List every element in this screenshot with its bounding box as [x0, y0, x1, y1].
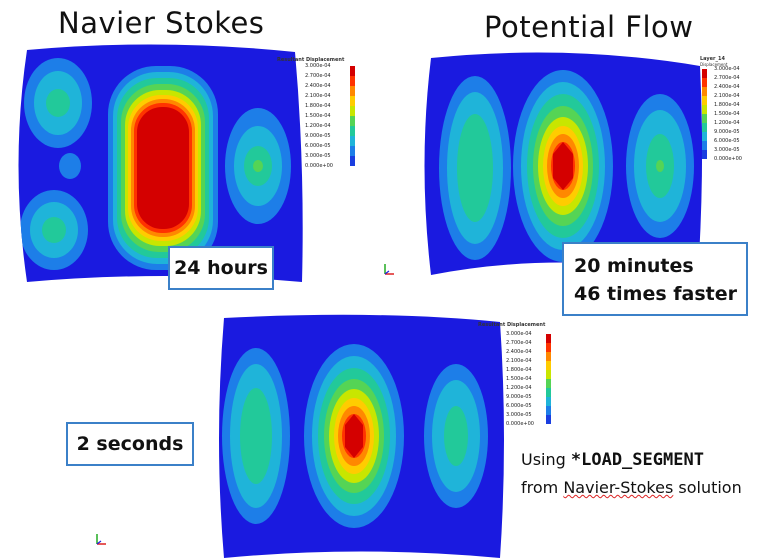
legend-swatch — [350, 106, 355, 116]
note-line-2: from Navier-Stokes solution — [521, 474, 742, 501]
legend-swatch — [546, 370, 551, 379]
legend-swatch — [546, 361, 551, 370]
legend-tick: 2.100e-04 — [506, 358, 532, 364]
callout-text: 2 seconds — [76, 433, 184, 455]
legend-swatch — [350, 146, 355, 156]
legend-tick: 6.000e-05 — [305, 143, 331, 149]
legend-tick: 3.000e-04 — [305, 63, 331, 69]
legend-swatch — [350, 96, 355, 106]
legend-colorbar — [702, 69, 707, 159]
legend-tick: 2.700e-04 — [714, 75, 740, 81]
legend-swatch — [350, 136, 355, 146]
legend-tick: 1.800e-04 — [305, 103, 331, 109]
legend-load-segment: Resultant Displacement 3.000e-04 2.700e-… — [478, 322, 558, 432]
legend-tick: 0.000e+00 — [506, 421, 534, 427]
legend-swatch — [546, 379, 551, 388]
legend-swatch — [350, 156, 355, 166]
legend-swatch — [702, 141, 707, 150]
legend-tick: 1.500e-04 — [714, 111, 740, 117]
legend-subtitle: Displacement — [700, 62, 728, 67]
legend-title: Resultant Displacement — [478, 322, 546, 328]
legend-swatch — [702, 105, 707, 114]
legend-swatch — [702, 132, 707, 141]
legend-tick: 3.000e-05 — [305, 153, 331, 159]
legend-tick: 2.700e-04 — [506, 340, 532, 346]
contour-navier-stokes — [18, 44, 303, 282]
legend-navier-stokes: Resultant Displacement 3.000e-04 2.700e-… — [277, 57, 357, 187]
note-prefix: from — [521, 478, 564, 497]
note-prefix: Using — [521, 450, 571, 469]
callout-text: 24 hours — [174, 257, 268, 279]
legend-tick: 2.700e-04 — [305, 73, 331, 79]
legend-colorbar — [350, 66, 355, 176]
legend-tick: 3.000e-04 — [506, 331, 532, 337]
legend-tick: 6.000e-05 — [714, 138, 740, 144]
legend-tick: 9.000e-05 — [305, 133, 331, 139]
legend-swatch — [350, 86, 355, 96]
legend-swatch — [546, 415, 551, 424]
note-line-1: Using *LOAD_SEGMENT — [521, 446, 742, 474]
title-potential-flow: Potential Flow — [484, 10, 694, 44]
legend-swatch — [546, 397, 551, 406]
load-segment-note: Using *LOAD_SEGMENT from Navier-Stokes s… — [521, 446, 742, 501]
callout-navier-stokes-time: 24 hours — [168, 246, 274, 290]
legend-tick: 0.000e+00 — [305, 163, 333, 169]
legend-potential-flow: Layer_14 Displacement 3.000e-04 2.700e-0… — [700, 56, 760, 166]
legend-swatch — [702, 78, 707, 87]
legend-tick: 1.200e-04 — [305, 123, 331, 129]
legend-swatch — [702, 96, 707, 105]
legend-swatch — [702, 150, 707, 159]
callout-text: 20 minutes — [574, 255, 694, 277]
contour-load-segment — [219, 314, 504, 558]
legend-colorbar — [546, 334, 551, 424]
legend-swatch — [702, 87, 707, 96]
legend-swatch — [546, 352, 551, 361]
legend-swatch — [350, 116, 355, 126]
legend-tick: 2.100e-04 — [305, 93, 331, 99]
callout-potential-flow-time: 20 minutes 46 times faster — [562, 242, 748, 316]
legend-tick: 1.500e-04 — [506, 376, 532, 382]
callout-load-segment-time: 2 seconds — [66, 422, 194, 466]
legend-swatch — [702, 123, 707, 132]
legend-swatch — [350, 66, 355, 76]
legend-tick: 2.400e-04 — [305, 83, 331, 89]
legend-tick: 9.000e-05 — [506, 394, 532, 400]
note-underlined-term: Navier-Stokes — [563, 478, 674, 497]
legend-swatch — [546, 343, 551, 352]
legend-swatch — [350, 126, 355, 136]
legend-tick: 3.000e-05 — [506, 412, 532, 418]
legend-tick: 1.200e-04 — [506, 385, 532, 391]
legend-tick: 9.000e-05 — [714, 129, 740, 135]
legend-tick: 1.800e-04 — [506, 367, 532, 373]
axis-triad-icon — [384, 264, 394, 275]
legend-swatch — [702, 69, 707, 78]
callout-speedup-text: 46 times faster — [574, 283, 737, 305]
legend-tick: 2.400e-04 — [714, 84, 740, 90]
legend-swatch — [702, 114, 707, 123]
legend-tick: 0.000e+00 — [714, 156, 742, 162]
legend-swatch — [546, 334, 551, 343]
legend-tick: 2.400e-04 — [506, 349, 532, 355]
title-navier-stokes: Navier Stokes — [58, 6, 265, 40]
legend-tick: 1.200e-04 — [714, 120, 740, 126]
legend-title: Resultant Displacement — [277, 57, 345, 63]
legend-tick: 2.100e-04 — [714, 93, 740, 99]
note-suffix: solution — [673, 478, 742, 497]
legend-tick: 1.800e-04 — [714, 102, 740, 108]
legend-title: Layer_14 — [700, 56, 725, 62]
legend-swatch — [546, 406, 551, 415]
legend-swatch — [546, 388, 551, 397]
contour-potential-flow — [424, 52, 703, 275]
note-keyword: *LOAD_SEGMENT — [570, 450, 704, 470]
legend-tick: 3.000e-05 — [714, 147, 740, 153]
legend-swatch — [350, 76, 355, 86]
legend-tick: 6.000e-05 — [506, 403, 532, 409]
legend-tick: 1.500e-04 — [305, 113, 331, 119]
legend-tick: 3.000e-04 — [714, 66, 740, 72]
axis-triad-icon — [96, 534, 106, 545]
